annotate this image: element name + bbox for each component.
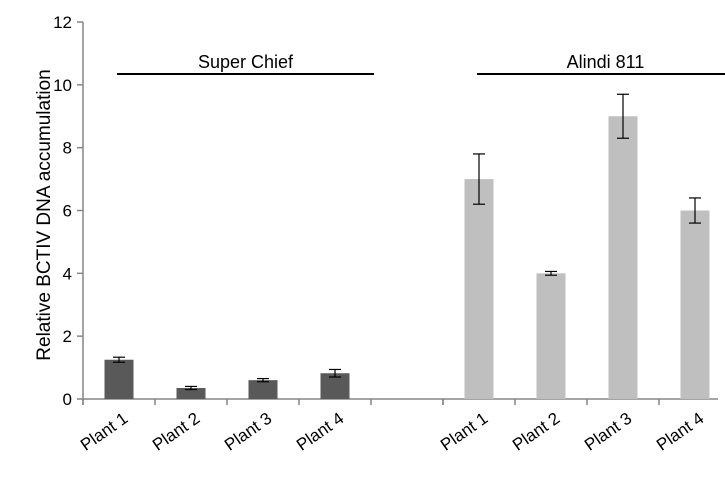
x-tick-label: Plant 2: [149, 409, 203, 455]
x-tick-label: Plant 3: [221, 409, 275, 455]
group-label: Super Chief: [198, 52, 294, 72]
y-axis-title: Relative BCTIV DNA accumulation: [34, 69, 55, 360]
y-tick-label: 12: [53, 13, 72, 32]
x-tick-label: Plant 1: [77, 409, 131, 455]
y-tick-label: 6: [63, 202, 72, 221]
x-tick-label: Plant 2: [509, 409, 563, 455]
y-axis: 0 2 4 6 8 10 12: [53, 13, 84, 409]
bar: [248, 380, 278, 399]
bar: [536, 273, 566, 399]
x-tick-label: Plant 1: [437, 409, 491, 455]
bar: [104, 359, 134, 399]
x-tick-label: Plant 4: [293, 409, 347, 455]
bar: [176, 388, 206, 399]
y-tick-label: 8: [63, 139, 72, 158]
bars: [104, 93, 710, 399]
x-axis: Plant 1 Plant 2 Plant 3 Plant 4 Plant 1 Plant…: [77, 398, 718, 455]
x-tick-label: Plant 4: [653, 409, 707, 455]
y-tick-label: 0: [63, 390, 72, 409]
y-tick-label: 4: [63, 264, 72, 283]
group-labels: Super Chief Alindi 811: [117, 52, 725, 75]
bar: [680, 210, 710, 399]
bar: [608, 116, 638, 399]
y-tick-label: 2: [63, 327, 72, 346]
group-label: Alindi 811: [567, 52, 645, 72]
x-tick-label: Plant 3: [581, 409, 635, 455]
y-tick-label: 10: [53, 76, 72, 95]
bar: [464, 179, 494, 399]
